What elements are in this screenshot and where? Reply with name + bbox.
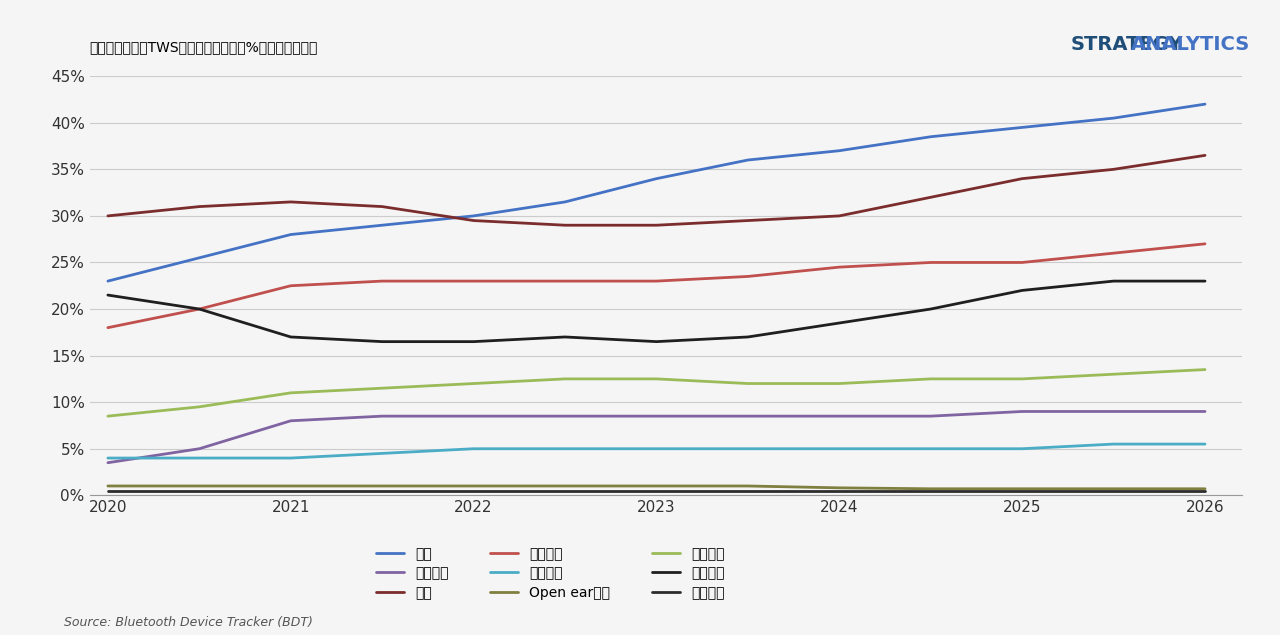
Text: 全球立体声蓝牙TWS耳机销量渗透率（%，按技术划分）: 全球立体声蓝牙TWS耳机销量渗透率（%，按技术划分） bbox=[90, 40, 317, 54]
Text: ANALYTICS: ANALYTICS bbox=[1130, 35, 1251, 54]
Legend: 降噪, 空间音频, 防水, 主动降噪, 心率监测, Open ear设计, 透明模式, 多点连接, 无线充电: 降噪, 空间音频, 防水, 主动降噪, 心率监测, Open ear设计, 透明… bbox=[371, 542, 730, 606]
Text: STRATEGY: STRATEGY bbox=[1070, 35, 1183, 54]
Text: Source: Bluetooth Device Tracker (BDT): Source: Bluetooth Device Tracker (BDT) bbox=[64, 616, 312, 629]
